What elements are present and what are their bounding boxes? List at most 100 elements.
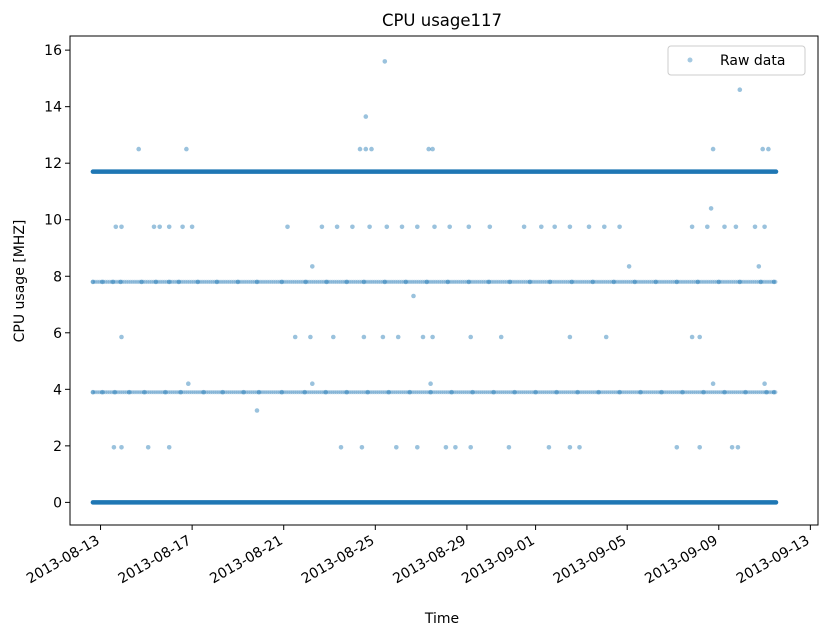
data-point bbox=[267, 279, 272, 284]
data-point bbox=[340, 279, 345, 284]
data-point bbox=[567, 445, 573, 450]
data-point bbox=[433, 390, 438, 395]
data-point bbox=[414, 279, 419, 284]
data-point bbox=[195, 279, 201, 285]
data-point bbox=[132, 390, 137, 395]
y-tick-label: 10 bbox=[44, 213, 62, 229]
data-point bbox=[674, 279, 680, 285]
y-tick-label: 16 bbox=[44, 43, 62, 59]
data-point bbox=[303, 279, 309, 285]
data-point bbox=[294, 279, 299, 284]
data-point bbox=[582, 390, 587, 395]
data-point bbox=[546, 390, 551, 395]
data-point bbox=[634, 279, 639, 284]
data-point bbox=[683, 279, 688, 284]
data-point bbox=[300, 279, 305, 284]
data-point bbox=[145, 279, 150, 284]
data-point bbox=[136, 146, 141, 152]
data-point bbox=[443, 390, 448, 395]
data-point bbox=[428, 381, 433, 387]
data-point bbox=[231, 390, 236, 395]
data-point bbox=[722, 389, 727, 395]
data-point bbox=[323, 390, 329, 395]
data-point bbox=[691, 390, 696, 395]
data-point bbox=[319, 279, 324, 284]
data-point bbox=[647, 279, 652, 284]
data-point bbox=[554, 279, 560, 284]
data-point bbox=[680, 389, 685, 395]
data-point bbox=[641, 279, 646, 284]
data-point bbox=[401, 390, 406, 395]
data-point bbox=[705, 224, 710, 230]
data-point bbox=[512, 389, 517, 395]
data-point bbox=[340, 390, 345, 395]
data-point bbox=[197, 279, 203, 284]
data-point bbox=[731, 279, 736, 284]
data-point bbox=[395, 390, 400, 395]
data-point bbox=[739, 279, 744, 284]
data-point bbox=[546, 279, 551, 284]
data-point bbox=[653, 279, 658, 284]
data-point bbox=[134, 279, 140, 284]
data-point bbox=[326, 390, 331, 395]
data-point bbox=[399, 224, 405, 230]
data-point bbox=[710, 279, 715, 284]
data-point bbox=[435, 279, 440, 284]
data-point bbox=[620, 279, 625, 284]
data-point bbox=[510, 279, 515, 284]
data-point bbox=[678, 390, 684, 395]
data-point bbox=[613, 279, 618, 284]
data-point bbox=[263, 279, 268, 284]
data-point bbox=[599, 390, 604, 395]
data-point bbox=[380, 279, 385, 284]
data-point bbox=[502, 279, 507, 284]
data-point bbox=[237, 279, 242, 284]
data-point bbox=[394, 445, 399, 450]
data-point bbox=[141, 279, 146, 284]
data-point bbox=[720, 279, 726, 284]
data-point bbox=[725, 390, 730, 395]
data-point bbox=[601, 390, 606, 395]
data-point bbox=[769, 279, 774, 284]
data-point bbox=[701, 390, 707, 395]
data-point bbox=[160, 279, 165, 284]
data-point bbox=[134, 390, 140, 395]
data-point bbox=[296, 279, 301, 284]
data-point bbox=[626, 390, 631, 395]
data-point bbox=[649, 390, 654, 395]
data-point bbox=[691, 279, 696, 284]
data-point bbox=[403, 279, 408, 284]
data-point bbox=[626, 264, 632, 269]
data-point bbox=[540, 279, 545, 284]
data-point bbox=[752, 224, 758, 230]
data-point bbox=[731, 390, 736, 395]
data-point bbox=[754, 390, 759, 395]
data-point bbox=[126, 389, 132, 395]
data-point bbox=[708, 279, 713, 284]
data-point bbox=[519, 390, 524, 395]
data-point bbox=[638, 279, 644, 284]
data-point bbox=[689, 334, 695, 340]
data-point bbox=[302, 389, 308, 395]
data-point bbox=[706, 279, 711, 284]
data-point bbox=[575, 279, 581, 284]
data-point bbox=[319, 390, 324, 395]
data-point bbox=[369, 146, 374, 152]
data-point bbox=[569, 390, 574, 395]
data-point bbox=[697, 390, 702, 395]
data-point bbox=[447, 224, 453, 230]
data-point bbox=[298, 390, 303, 395]
data-point bbox=[552, 279, 558, 284]
data-point bbox=[655, 279, 660, 284]
data-point bbox=[624, 279, 629, 284]
data-point bbox=[324, 279, 329, 285]
data-point bbox=[118, 279, 123, 284]
data-point bbox=[189, 279, 194, 284]
data-point bbox=[525, 279, 530, 284]
data-point bbox=[248, 390, 253, 395]
data-point bbox=[355, 390, 360, 395]
data-point bbox=[202, 390, 207, 395]
data-point bbox=[674, 390, 679, 395]
data-point bbox=[422, 390, 427, 395]
data-point bbox=[328, 279, 333, 284]
